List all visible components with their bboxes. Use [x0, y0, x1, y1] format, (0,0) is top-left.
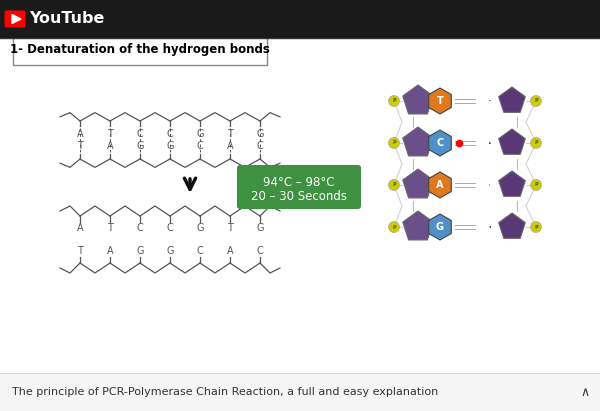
- Polygon shape: [429, 88, 451, 114]
- Text: C: C: [167, 223, 173, 233]
- Text: G: G: [256, 129, 264, 139]
- Text: C: C: [257, 141, 263, 151]
- Circle shape: [389, 95, 400, 106]
- Polygon shape: [429, 172, 451, 198]
- Text: The principle of PCR-Polymerase Chain Reaction, a full and easy explanation: The principle of PCR-Polymerase Chain Re…: [12, 387, 438, 397]
- Text: C: C: [137, 129, 143, 139]
- Text: YouTube: YouTube: [29, 12, 104, 26]
- Bar: [0, 373, 600, 411]
- Circle shape: [530, 95, 542, 106]
- Text: T: T: [437, 96, 443, 106]
- Polygon shape: [499, 87, 526, 112]
- Text: G: G: [196, 223, 204, 233]
- Text: T: T: [487, 180, 493, 190]
- Polygon shape: [490, 101, 491, 102]
- Text: G: G: [136, 246, 144, 256]
- Polygon shape: [499, 129, 526, 154]
- Polygon shape: [403, 169, 433, 198]
- Polygon shape: [429, 130, 451, 156]
- Polygon shape: [429, 214, 451, 240]
- Text: G: G: [196, 129, 204, 139]
- Circle shape: [530, 180, 542, 191]
- Text: G: G: [256, 223, 264, 233]
- Text: T: T: [227, 223, 233, 233]
- Text: A: A: [486, 96, 494, 106]
- Text: G: G: [486, 138, 494, 148]
- Text: P: P: [534, 141, 538, 145]
- Polygon shape: [403, 127, 433, 156]
- Text: A: A: [227, 246, 233, 256]
- Text: 1- Denaturation of the hydrogen bonds: 1- Denaturation of the hydrogen bonds: [10, 44, 270, 56]
- Text: C: C: [197, 141, 203, 151]
- Text: T: T: [77, 141, 83, 151]
- Circle shape: [389, 138, 400, 148]
- Text: T: T: [107, 129, 113, 139]
- Text: C: C: [487, 222, 494, 232]
- Text: A: A: [77, 129, 83, 139]
- Text: A: A: [227, 141, 233, 151]
- Text: C: C: [436, 138, 443, 148]
- FancyBboxPatch shape: [5, 11, 25, 28]
- Bar: [0, 0, 600, 38]
- Polygon shape: [499, 213, 526, 238]
- Text: P: P: [534, 224, 538, 229]
- Text: T: T: [107, 223, 113, 233]
- Text: P: P: [392, 141, 396, 145]
- Polygon shape: [490, 226, 491, 227]
- Text: G: G: [166, 141, 174, 151]
- Text: C: C: [197, 246, 203, 256]
- Text: A: A: [107, 246, 113, 256]
- FancyBboxPatch shape: [237, 165, 361, 209]
- Text: C: C: [257, 246, 263, 256]
- Text: 94°C – 98°C: 94°C – 98°C: [263, 176, 335, 189]
- Text: C: C: [167, 129, 173, 139]
- Text: G: G: [166, 246, 174, 256]
- Text: T: T: [77, 246, 83, 256]
- Polygon shape: [403, 211, 433, 240]
- Circle shape: [389, 180, 400, 191]
- Text: A: A: [436, 180, 444, 190]
- Text: C: C: [137, 223, 143, 233]
- Text: G: G: [136, 141, 144, 151]
- Text: G: G: [436, 222, 444, 232]
- FancyBboxPatch shape: [13, 35, 267, 65]
- Circle shape: [530, 138, 542, 148]
- Text: A: A: [107, 141, 113, 151]
- Text: ∧: ∧: [580, 386, 590, 399]
- Text: P: P: [392, 182, 396, 187]
- Circle shape: [389, 222, 400, 233]
- Polygon shape: [403, 85, 433, 114]
- Text: A: A: [77, 223, 83, 233]
- Polygon shape: [12, 14, 21, 23]
- Text: P: P: [534, 182, 538, 187]
- Text: P: P: [392, 224, 396, 229]
- Text: P: P: [392, 99, 396, 104]
- Text: 20 – 30 Seconds: 20 – 30 Seconds: [251, 189, 347, 203]
- Text: T: T: [227, 129, 233, 139]
- Polygon shape: [499, 171, 526, 196]
- Text: P: P: [534, 99, 538, 104]
- Circle shape: [530, 222, 542, 233]
